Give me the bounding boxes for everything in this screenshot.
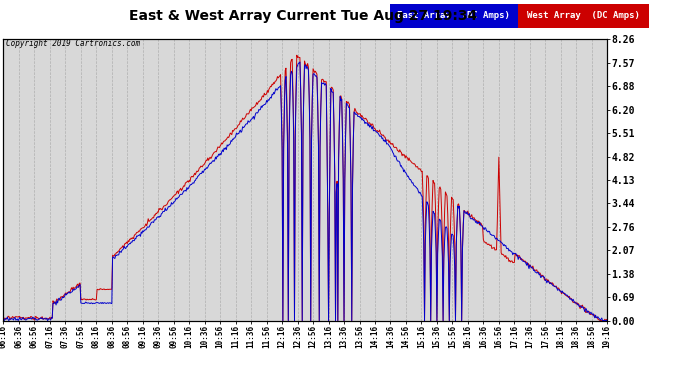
Text: Copyright 2019 Cartronics.com: Copyright 2019 Cartronics.com [6, 39, 139, 48]
Text: East Array  (DC Amps): East Array (DC Amps) [397, 12, 510, 20]
Text: West Array  (DC Amps): West Array (DC Amps) [526, 12, 640, 20]
Text: East & West Array Current Tue Aug 27 19:34: East & West Array Current Tue Aug 27 19:… [130, 9, 477, 23]
